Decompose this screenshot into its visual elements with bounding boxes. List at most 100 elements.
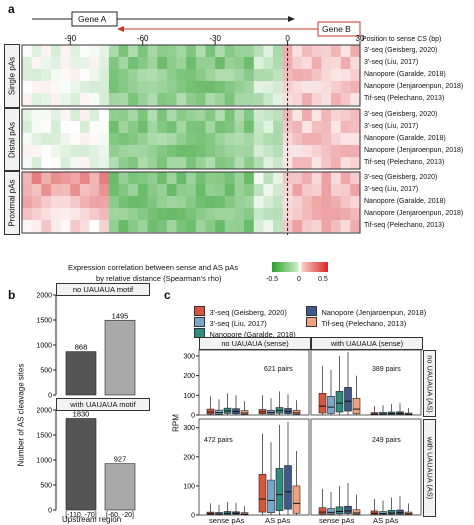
heatmap-cell [166,133,177,146]
heatmap-cell [41,184,52,197]
heatmap-cell [302,145,313,158]
heatmap-cell [70,109,81,122]
heatmap-cell [50,145,62,158]
heatmap-cell [89,196,100,209]
col-header: no UAUAUA (sense) [199,337,311,350]
heatmap-cell [176,109,187,122]
heatmap-cell [234,121,245,134]
bar-value-label: 927 [114,455,127,464]
heatmap-cell [128,133,139,146]
heatmap-cell [224,157,235,170]
heatmap-cell [340,109,351,122]
heatmap-cell [166,208,177,221]
heatmap-cell [224,208,235,221]
heatmap-cell [311,93,322,106]
heatmap-cell [60,208,71,221]
heatmap: -90 -60 -30 0 30 [21,34,365,235]
heatmap-cell [70,69,81,82]
heatmap-cell [311,145,322,158]
heatmap-cell [273,172,284,185]
heatmap-cell [186,184,197,197]
heatmap-cell [321,93,332,106]
heatmap-cell [157,133,168,146]
heatmap-cell [263,208,274,221]
panel-c-y-title: RPM [171,414,181,432]
heatmap-cell [350,184,361,197]
heatmap-cell [331,93,342,106]
heatmap-cell [311,196,322,209]
panel-c-y-title-text: RPM [171,414,181,432]
heatmap-cell [340,196,351,209]
row-header: no UAUAUA (AS) [423,350,436,417]
heatmap-cell [89,172,100,185]
heatmap-cell [292,93,303,106]
legend-label: Nanopore (Garalde, 2018) [209,330,296,339]
heatmap-cell [118,196,129,209]
heatmap-cell [224,121,235,134]
facet-frame [198,349,310,416]
box [327,508,335,515]
heatmap-cell [166,121,177,134]
heatmap-cell [89,208,100,221]
gene-b-label: Gene B [322,24,351,34]
heatmap-cell [147,220,158,233]
legend-item: Nanopore (Jenjaroenpun, 2018) [306,302,426,320]
heatmap-cell [166,145,177,158]
heatmap-cell [50,109,62,122]
heatmap-cell [147,184,158,197]
heatmap-cell [31,45,42,58]
heatmap-cell [350,208,361,221]
heatmap-cell [128,196,139,209]
heatmap-cell [234,220,245,233]
heatmap-cell [22,57,33,70]
heatmap-cell [89,45,100,58]
heatmap-cell [273,121,284,134]
heatmap-cell [234,196,245,209]
y-tick-label: 0 [48,393,52,400]
heatmap-cell [263,172,274,185]
group-label-distal: Distal pAs [4,108,20,171]
heatmap-cell [224,184,235,197]
heatmap-cell [205,69,216,82]
heatmap-cell [166,172,177,185]
heatmap-cell [118,69,129,82]
heatmap-cell [215,93,226,106]
heatmap-cell [22,69,33,82]
heatmap-cell [176,57,187,70]
heatmap-cell [89,133,100,146]
heatmap-cell [244,45,255,58]
bar [65,418,97,511]
heatmap-cell [331,208,342,221]
heatmap-cell [118,109,129,122]
heatmap-cell [79,93,90,106]
heatmap-cell [50,121,62,134]
heatmap-cell [263,109,274,122]
heatmap-cell [137,220,148,233]
heatmap-cell [215,121,226,134]
heatmap-cell [157,172,168,185]
heatmap-cell [273,109,284,122]
row-label: 3'-seq (Geisberg, 2020) [364,111,438,118]
heatmap-cell [311,121,322,134]
pair-count-label: 389 pairs [372,366,401,373]
heatmap-cell [22,133,33,146]
panel-b-letter: b [8,288,16,302]
heatmap-cell [195,172,206,185]
heatmap-cell [263,121,274,134]
heatmap-cell [99,196,110,209]
heatmap-cell [31,145,42,158]
heatmap-cell [186,45,197,58]
heatmap-cell [292,81,303,94]
heatmap-cell [79,69,90,82]
heatmap-cell [244,133,255,146]
heatmap-cell [253,172,264,185]
heatmap-cell [31,208,42,221]
heatmap-cell [22,121,33,134]
heatmap-cell [176,133,187,146]
heatmap-cell [331,172,342,185]
heatmap-cell [41,81,52,94]
heatmap-cell [31,121,42,134]
heatmap-cell [195,196,206,209]
heatmap-cell [157,157,168,170]
heatmap-cell [157,184,168,197]
